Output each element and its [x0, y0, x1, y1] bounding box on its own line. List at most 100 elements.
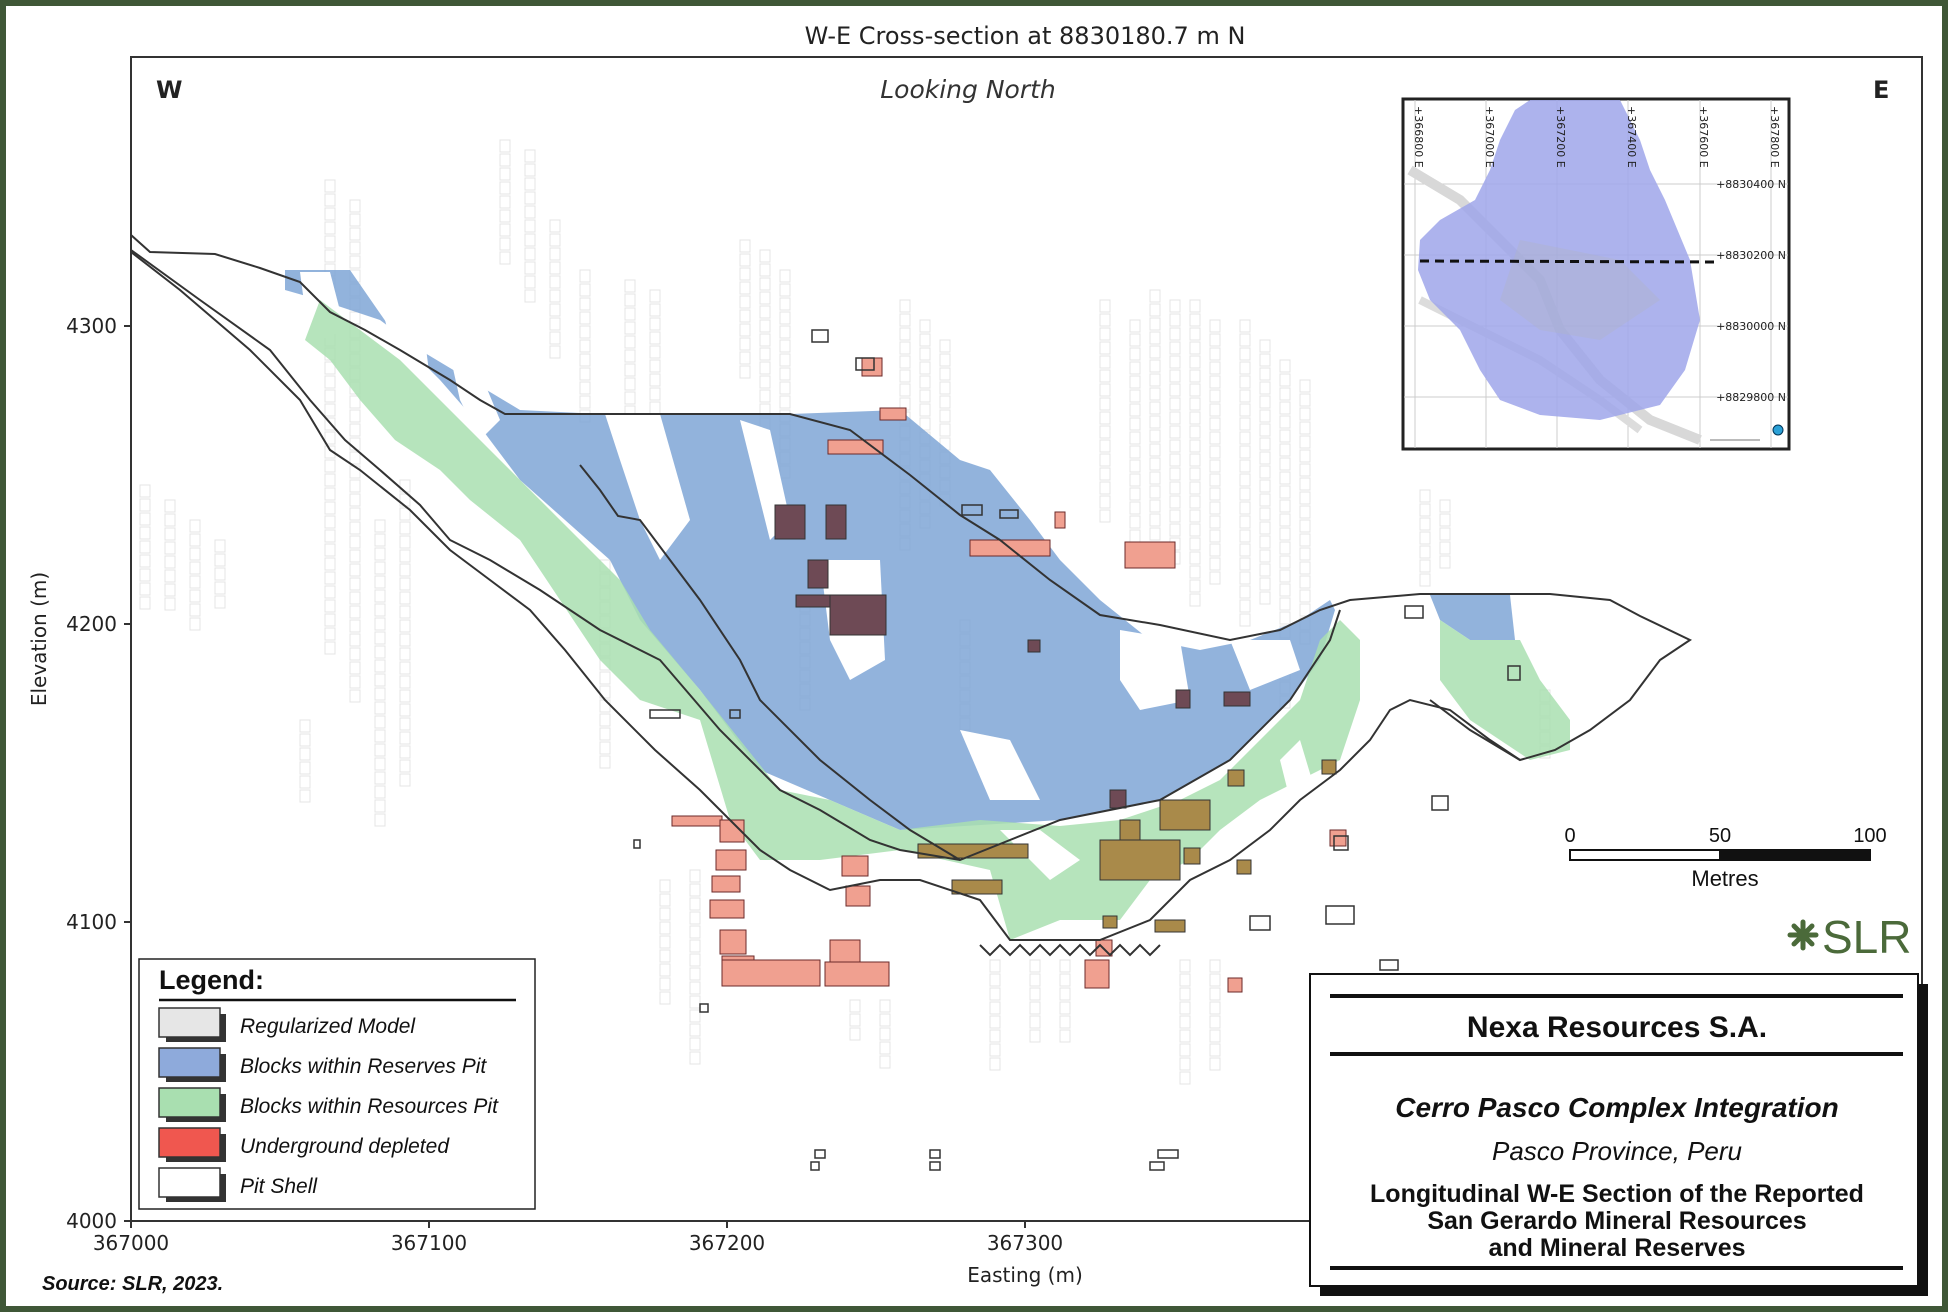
- regularized-block: [624, 363, 636, 377]
- y-tick-label: 4100: [66, 910, 117, 934]
- y-tick-label: 4300: [66, 314, 117, 338]
- regularized-block: [549, 331, 561, 345]
- regularized-block: [189, 533, 201, 547]
- regularized-block: [1209, 403, 1221, 417]
- legend-swatch: [158, 1127, 221, 1158]
- regularized-block: [399, 563, 411, 577]
- y-tick-label: 4200: [66, 612, 117, 636]
- regularized-block: [939, 423, 951, 437]
- regularized-block: [399, 521, 411, 535]
- regularized-block: [349, 535, 361, 549]
- regularized-block: [1129, 403, 1141, 417]
- regularized-block: [1239, 361, 1251, 375]
- regularized-block: [1179, 1029, 1191, 1043]
- regularized-block: [689, 967, 701, 981]
- regularized-block: [1149, 499, 1161, 513]
- plot-border: [130, 56, 1923, 1222]
- legend: Legend: Regularized Model Blocks within …: [138, 958, 536, 1210]
- legend-swatch: [158, 1087, 221, 1118]
- regularized-block: [499, 209, 511, 223]
- regularized-block: [164, 583, 176, 597]
- regularized-block: [1209, 431, 1221, 445]
- regularized-block: [659, 963, 671, 977]
- regularized-block: [1189, 481, 1201, 495]
- regularized-block: [524, 149, 536, 163]
- slr-logo: SLR: [1787, 911, 1911, 963]
- regularized-block: [1149, 387, 1161, 401]
- regularized-block: [1169, 509, 1181, 523]
- regularized-block: [399, 549, 411, 563]
- regularized-block: [1169, 411, 1181, 425]
- regularized-block: [649, 303, 661, 317]
- regularized-block: [1239, 459, 1251, 473]
- regularized-block: [689, 953, 701, 967]
- pit-shell-lines: [131, 234, 1693, 957]
- regularized-block: [659, 879, 671, 893]
- regularized-block: [1169, 453, 1181, 467]
- regularized-block: [324, 207, 336, 221]
- regularized-block: [524, 205, 536, 219]
- regularized-block: [549, 247, 561, 261]
- regularized-block: [189, 617, 201, 631]
- regularized-block: [849, 999, 861, 1013]
- regularized-block: [989, 1043, 1001, 1057]
- regularized-block: [759, 389, 771, 403]
- regularized-block: [1149, 429, 1161, 443]
- regularized-block: [649, 359, 661, 373]
- slr-logo-text: SLR: [1822, 911, 1911, 963]
- regularized-block: [1239, 613, 1251, 627]
- regularized-block: [659, 977, 671, 991]
- regularized-block: [399, 717, 411, 731]
- underground-within-resources[interactable]: [917, 759, 1337, 933]
- regularized-block: [349, 255, 361, 269]
- regularized-block: [499, 195, 511, 209]
- regularized-block: [299, 733, 311, 747]
- regularized-block: [1169, 355, 1181, 369]
- regularized-block: [374, 575, 386, 589]
- regularized-block: [919, 389, 931, 403]
- regularized-block: [1189, 411, 1201, 425]
- regularized-block: [1299, 505, 1311, 519]
- regularized-block: [1029, 959, 1041, 973]
- legend-item-regularized-model: Regularized Model: [158, 1007, 416, 1042]
- regularized-block: [1209, 987, 1221, 1001]
- regularized-block: [189, 575, 201, 589]
- regularized-block: [1149, 457, 1161, 471]
- regularized-block: [1209, 417, 1221, 431]
- regularized-block: [524, 191, 536, 205]
- regularized-block: [349, 675, 361, 689]
- regularized-block: [1189, 467, 1201, 481]
- regularized-block: [1299, 589, 1311, 603]
- regularized-block: [1099, 327, 1111, 341]
- underground-within-reserves[interactable]: [774, 504, 1251, 809]
- regularized-block: [324, 389, 336, 403]
- regularized-block: [1239, 417, 1251, 431]
- regularized-block: [1279, 485, 1291, 499]
- regularized-block: [1189, 453, 1201, 467]
- inset-easting-label: +366800 E: [1412, 106, 1425, 168]
- project-name: Cerro Pasco Complex Integration: [1395, 1092, 1838, 1123]
- regularized-block: [1279, 401, 1291, 415]
- regularized-block: [1419, 503, 1431, 517]
- regularized-block: [919, 347, 931, 361]
- regularized-block: [1239, 403, 1251, 417]
- regularized-block: [349, 199, 361, 213]
- regularized-block: [579, 283, 591, 297]
- regularized-block: [164, 555, 176, 569]
- regularized-block: [549, 317, 561, 331]
- regularized-block: [399, 535, 411, 549]
- figure-title: W-E Cross-section at 8830180.7 m N: [805, 22, 1246, 50]
- regularized-block: [349, 507, 361, 521]
- regularized-block: [579, 297, 591, 311]
- regularized-block: [879, 1027, 891, 1041]
- inset-easting-label: +367600 E: [1697, 106, 1710, 168]
- regularized-block: [324, 487, 336, 501]
- regularized-block: [1189, 495, 1201, 509]
- regularized-block: [1239, 515, 1251, 529]
- regularized-block: [1169, 299, 1181, 313]
- underground-depleted[interactable]: [671, 357, 1347, 993]
- regularized-block: [399, 591, 411, 605]
- regularized-block: [1169, 439, 1181, 453]
- regularized-block: [1099, 425, 1111, 439]
- regularized-block: [779, 381, 791, 395]
